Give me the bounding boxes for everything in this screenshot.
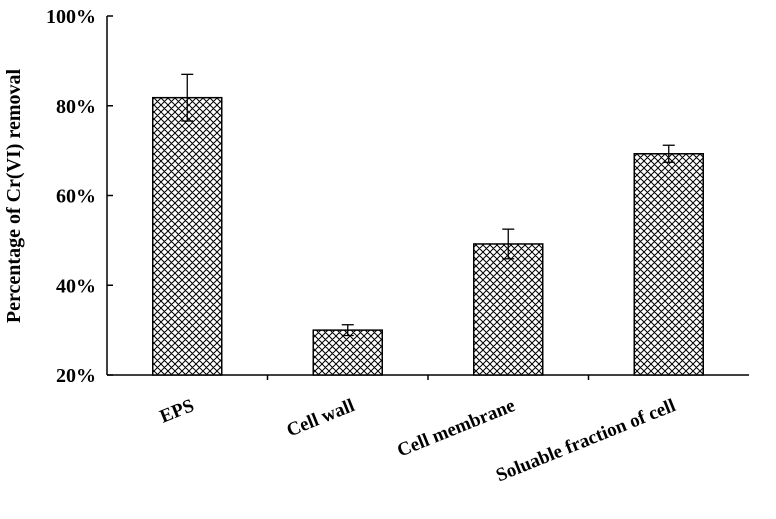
x-category-label: EPS (157, 395, 197, 428)
y-tick-label: 100% (46, 6, 96, 28)
x-category-label: Cell membrane (394, 395, 518, 461)
bar (152, 96, 223, 376)
y-tick-label: 20% (56, 365, 96, 387)
x-category-label: Cell wall (284, 395, 358, 441)
y-tick-label: 80% (56, 96, 96, 118)
y-tick-label: 60% (56, 186, 96, 208)
y-tick-label: 40% (56, 275, 96, 297)
bar (473, 243, 544, 376)
plot-area: 20% 40% 60% 80% 100% EPS Cell wall Cell membran… (46, 6, 749, 486)
bar (633, 153, 704, 376)
x-category-label: Soluable fraction of cell (493, 395, 678, 486)
y-axis-title: Percentage of Cr(VI) removal (3, 68, 25, 323)
bar (312, 329, 383, 376)
